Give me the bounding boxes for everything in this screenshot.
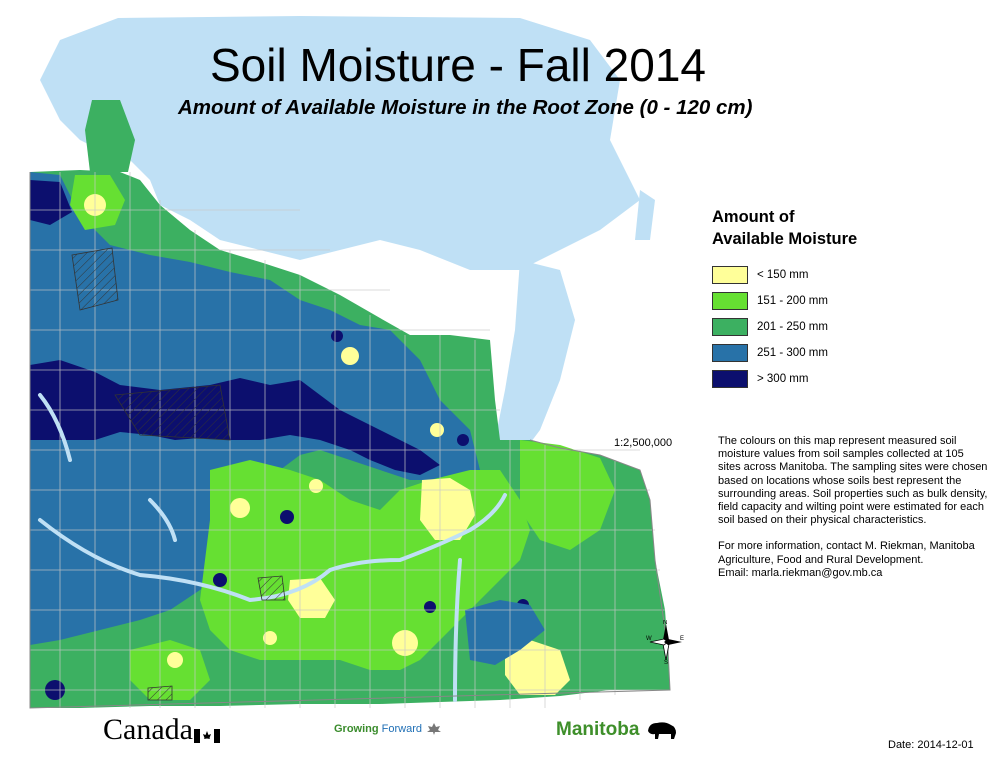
zone-251-300-se xyxy=(465,600,545,665)
zone-over-300 xyxy=(30,360,440,475)
zone-under-150 xyxy=(420,478,475,540)
zone-151-200-east xyxy=(520,440,615,550)
zone-under-150-7 xyxy=(167,652,183,668)
boundary-grid xyxy=(30,172,670,708)
rivers xyxy=(38,393,507,702)
map-title: Soil Moisture - Fall 2014 xyxy=(210,39,706,91)
description-text: The colours on this map represent measur… xyxy=(718,435,988,527)
legend-label: 251 - 300 mm xyxy=(757,347,828,359)
legend-swatch xyxy=(712,266,748,284)
zone-201-250-north xyxy=(85,100,135,172)
legend-label: > 300 mm xyxy=(757,373,809,385)
svg-text:N: N xyxy=(663,620,667,626)
canada-flag-icon xyxy=(193,717,220,743)
contact-text: For more information, contact M. Riekman… xyxy=(718,540,975,579)
zone-151-200-sw xyxy=(130,640,210,700)
legend-item: < 150 mm xyxy=(712,262,972,288)
legend-title: Amount of Available Moisture xyxy=(712,208,858,248)
legend-swatch xyxy=(712,370,748,388)
leaf-icon xyxy=(427,723,442,735)
scale-label: 1:2,500,000 xyxy=(614,437,673,449)
zone-under-150-11 xyxy=(430,423,444,437)
zone-under-150-2 xyxy=(505,640,570,695)
legend-item: 201 - 250 mm xyxy=(712,314,972,340)
legend-swatch xyxy=(712,318,748,336)
zone-under-150-8 xyxy=(341,347,359,365)
svg-text:E: E xyxy=(680,636,684,642)
legend-swatch xyxy=(712,292,748,310)
compass-rose-icon: N S W E xyxy=(646,620,686,669)
map-description: The colours on this map represent measur… xyxy=(718,435,988,580)
manitoba-logo: Manitoba xyxy=(556,719,679,741)
growing-forward-logo: Growing Forward xyxy=(334,722,443,736)
legend-label: < 150 mm xyxy=(757,269,809,281)
province-outline xyxy=(29,172,671,709)
legend: Amount of Available Moisture < 150 mm 151… xyxy=(712,206,972,392)
svg-text:S: S xyxy=(664,660,668,664)
legend-item: 151 - 200 mm xyxy=(712,288,972,314)
legend-item: > 300 mm xyxy=(712,366,972,392)
map-date: Date: 2014-12-01 xyxy=(888,739,974,751)
legend-swatch xyxy=(712,344,748,362)
canada-logo: Canada xyxy=(103,713,220,747)
map-subtitle: Amount of Available Moisture in the Root… xyxy=(178,96,753,119)
svg-text:W: W xyxy=(646,636,652,642)
legend-item: 251 - 300 mm xyxy=(712,340,972,366)
legend-label: 201 - 250 mm xyxy=(757,321,828,333)
no-data-areas xyxy=(71,247,286,701)
zone-over-300-2 xyxy=(30,180,72,225)
legend-label: 151 - 200 mm xyxy=(757,295,828,307)
zone-under-150-9 xyxy=(263,631,277,645)
contact-email: Email: marla.riekman@gov.mb.ca xyxy=(718,566,883,579)
bison-icon xyxy=(647,722,676,739)
zone-under-150-5 xyxy=(230,498,250,518)
zone-under-150-10 xyxy=(309,479,323,493)
